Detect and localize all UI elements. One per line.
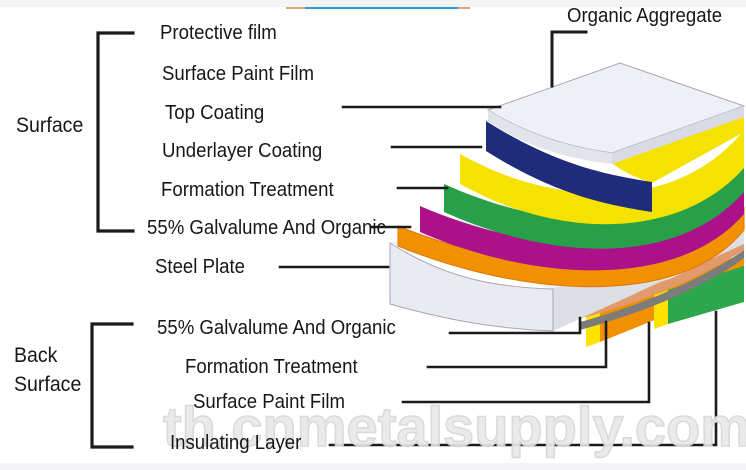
underlayer-yellow-sheet [460, 130, 744, 225]
label-underlayer-coating: Underlayer Coating [162, 140, 323, 162]
back-formation-gray-strip [580, 250, 744, 330]
back-galvalume-leader [448, 316, 582, 335]
label-back-paint-film: Surface Paint Film [193, 391, 345, 413]
label-top-coating: Top Coating [165, 102, 265, 124]
label-surface-paint-film: Surface Paint Film [162, 63, 314, 85]
label-formation-treatment: Formation Treatment [161, 179, 334, 201]
top-coating-blue-band [486, 121, 652, 212]
back-surface-group-label: Back Surface [14, 344, 82, 396]
label-galvalume-organic: 55% Galvalume And Organic [147, 217, 386, 239]
back-surface-group-bracket [90, 322, 134, 449]
label-steel-plate: Steel Plate [155, 256, 245, 278]
top-edge-strip [0, 0, 746, 7]
insulating-layer-green-face [668, 266, 744, 324]
organic-aggregate-leader [550, 30, 588, 88]
label-insulating-layer: Insulating Layer [170, 432, 302, 454]
surface-group-bracket [96, 31, 135, 233]
label-back-galvalume: 55% Galvalume And Organic [157, 317, 396, 339]
protective-slab-end-face [612, 106, 744, 164]
steel-plate-front-face [389, 242, 554, 332]
label-organic-aggregate: Organic Aggregate [567, 5, 723, 27]
insulating-layer-leader [328, 310, 718, 447]
back-paint-film-leader [401, 321, 651, 404]
label-back-formation: Formation Treatment [185, 356, 358, 378]
bottom-edge-strip [0, 463, 746, 470]
back-formation-leader [426, 320, 608, 369]
galvalume-magenta-sheet [420, 186, 744, 271]
protective-slab-front-face [488, 110, 612, 164]
surface-group-label: Surface [16, 114, 84, 137]
formation-green-sheet [444, 158, 744, 249]
watermark: th.cnmetalsupply.com [162, 394, 746, 459]
label-protective-film: Protective film [160, 22, 277, 44]
